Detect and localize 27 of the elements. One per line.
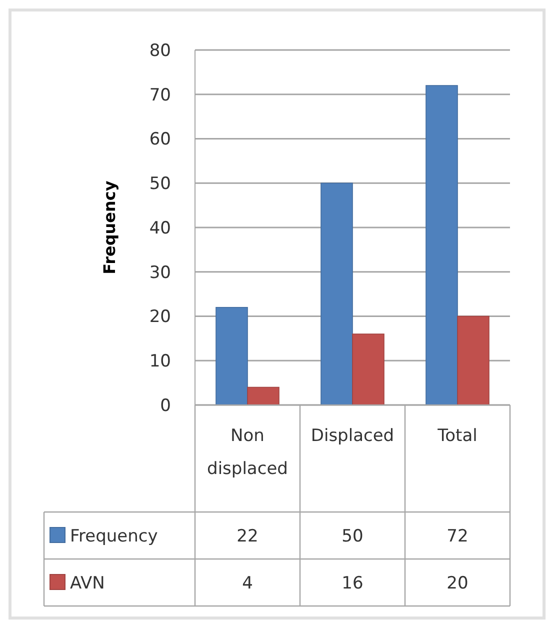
y-axis-title: Frequency [100, 180, 119, 274]
data-label: 16 [342, 573, 364, 594]
data-label: 72 [446, 526, 468, 546]
x-tick-label: Displaced [310, 426, 394, 446]
y-tick-label: 80 [149, 40, 171, 61]
y-tick-label: 30 [149, 262, 171, 283]
bar [247, 386, 280, 406]
bar [320, 182, 353, 406]
bar [216, 306, 248, 406]
y-tick-label: 50 [149, 174, 171, 194]
bar [426, 85, 458, 406]
legend-label: Frequency [70, 526, 158, 546]
y-tick-label: 60 [149, 130, 171, 150]
y-tick-label: 0 [160, 396, 171, 416]
data-label: 4 [242, 573, 253, 594]
data-label: 22 [236, 526, 258, 546]
legend-label: AVN [70, 573, 105, 594]
x-tick-label: Non displaced [207, 426, 288, 479]
y-tick-label: 20 [149, 307, 171, 328]
y-tick-label: 70 [149, 85, 171, 106]
data-label: 50 [342, 526, 364, 546]
x-tick-label: Total [436, 426, 478, 446]
y-tick-label: 10 [149, 352, 171, 372]
bar [352, 334, 384, 406]
data-label: 20 [446, 573, 468, 594]
y-tick-label: 40 [149, 218, 171, 238]
bar [457, 316, 490, 406]
